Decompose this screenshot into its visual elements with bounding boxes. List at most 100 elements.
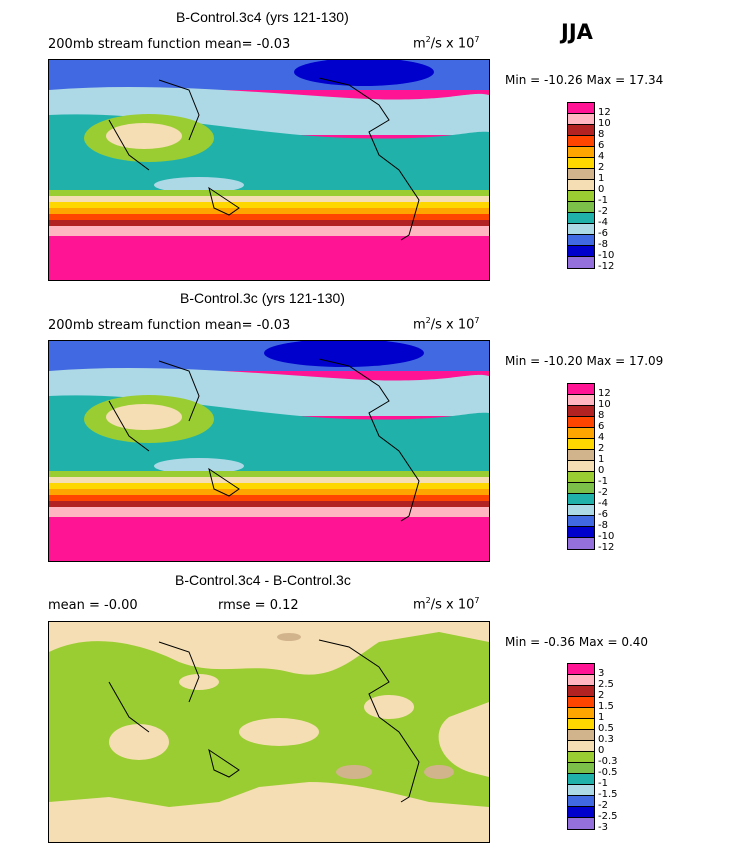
- panel3-swatch-4: [568, 697, 594, 708]
- panel2-field-mean: 200mb stream function mean= -0.03: [48, 318, 291, 333]
- panel1-contour-plot: [49, 60, 489, 280]
- panel2-swatch-2: [568, 395, 594, 406]
- panel1-colorbar-label: 2: [598, 162, 605, 173]
- panel3-swatch-5: [568, 708, 594, 719]
- panel2-colorbar-label: -2: [598, 487, 608, 498]
- panel3-swatch-9: [568, 752, 594, 763]
- panel3-minmax: Min = -0.36 Max = 0.40: [505, 635, 649, 649]
- panel1-swatch-12: [568, 224, 594, 235]
- panel1-swatch-13: [568, 235, 594, 246]
- panel2-swatch-13: [568, 516, 594, 527]
- panel1-colorbar-label: -10: [598, 250, 615, 261]
- panel3-colorbar-label: -0.3: [598, 756, 618, 767]
- panel3-colorbar-label: 2.5: [598, 679, 614, 690]
- season-label: JJA: [561, 20, 593, 44]
- panel2-swatch-10: [568, 483, 594, 494]
- panel2-colorbar-label: 2: [598, 443, 605, 454]
- panel1-colorbar-label: 4: [598, 151, 605, 162]
- panel1-colorbar-label: 6: [598, 140, 605, 151]
- panel3-mean: mean = -0.00: [48, 598, 138, 613]
- panel2-swatch-14: [568, 527, 594, 538]
- panel1-units: m2/s x 107: [413, 35, 480, 52]
- panel2-swatch-11: [568, 494, 594, 505]
- panel1-swatch-8: [568, 180, 594, 191]
- panel3-map: [48, 621, 490, 843]
- panel3-contour-plot: [49, 622, 489, 842]
- panel2-contour-plot: [49, 341, 489, 561]
- panel1-map: [48, 59, 490, 281]
- panel2-colorbar-label: 6: [598, 421, 605, 432]
- panel3-colorbar-label: -2.5: [598, 811, 618, 822]
- panel1-swatch-7: [568, 169, 594, 180]
- panel3-swatch-8: [568, 741, 594, 752]
- panel3-swatch-1: [568, 664, 594, 675]
- panel1-colorbar-label: 1: [598, 173, 605, 184]
- panel1-colorbar-label: -4: [598, 217, 608, 228]
- panel2-swatch-7: [568, 450, 594, 461]
- panel3-title: B-Control.3c4 - B-Control.3c: [175, 572, 351, 588]
- panel2-colorbar-label: -8: [598, 520, 608, 531]
- panel3-colorbar-label: -0.5: [598, 767, 618, 778]
- panel3-colorbar-label: 1: [598, 712, 605, 723]
- panel1-swatch-10: [568, 202, 594, 213]
- panel1-swatch-4: [568, 136, 594, 147]
- panel2-colorbar: [567, 383, 595, 550]
- panel3-colorbar-label: 2: [598, 690, 605, 701]
- panel2-swatch-1: [568, 384, 594, 395]
- panel2-colorbar-label: 1: [598, 454, 605, 465]
- panel1-colorbar-label: -1: [598, 195, 608, 206]
- panel2-swatch-12: [568, 505, 594, 516]
- panel2-title: B-Control.3c (yrs 121-130): [180, 290, 345, 306]
- panel1-swatch-9: [568, 191, 594, 202]
- panel2-swatch-6: [568, 439, 594, 450]
- panel2-colorbar-label: -1: [598, 476, 608, 487]
- panel2-units: m2/s x 107: [413, 316, 480, 333]
- panel1-colorbar-label: 10: [598, 118, 611, 129]
- panel2-colorbar-label: 8: [598, 410, 605, 421]
- panel2-minmax: Min = -10.20 Max = 17.09: [505, 354, 664, 368]
- panel3-swatch-11: [568, 774, 594, 785]
- panel3-colorbar: [567, 663, 595, 830]
- panel2-swatch-4: [568, 417, 594, 428]
- panel3-swatch-15: [568, 818, 594, 829]
- panel3-colorbar-label: 1.5: [598, 701, 614, 712]
- panel1-colorbar-label: 12: [598, 107, 611, 118]
- panel1-swatch-14: [568, 246, 594, 257]
- panel3-colorbar-label: -1.5: [598, 789, 618, 800]
- panel3-colorbar-label: -1: [598, 778, 608, 789]
- panel1-field-mean: 200mb stream function mean= -0.03: [48, 37, 291, 52]
- panel1-swatch-3: [568, 125, 594, 136]
- panel2-swatch-3: [568, 406, 594, 417]
- panel3-swatch-13: [568, 796, 594, 807]
- panel3-colorbar-label: 0.3: [598, 734, 614, 745]
- panel1-swatch-2: [568, 114, 594, 125]
- panel1-colorbar-label: -8: [598, 239, 608, 250]
- panel2-colorbar-label: 0: [598, 465, 605, 476]
- panel1-colorbar-label: 0: [598, 184, 605, 195]
- panel2-swatch-15: [568, 538, 594, 549]
- panel1-colorbar: [567, 102, 595, 269]
- panel3-colorbar-label: 3: [598, 668, 605, 679]
- panel3-swatch-3: [568, 686, 594, 697]
- panel2-colorbar-label: -12: [598, 542, 615, 553]
- panel1-colorbar-label: 8: [598, 129, 605, 140]
- panel2-swatch-8: [568, 461, 594, 472]
- panel1-title: B-Control.3c4 (yrs 121-130): [176, 9, 349, 25]
- panel3-swatch-7: [568, 730, 594, 741]
- panel1-colorbar-label: -12: [598, 261, 615, 272]
- panel3-swatch-6: [568, 719, 594, 730]
- panel3-colorbar-label: 0.5: [598, 723, 614, 734]
- panel1-swatch-6: [568, 158, 594, 169]
- panel1-swatch-15: [568, 257, 594, 268]
- panel3-colorbar-label: -2: [598, 800, 608, 811]
- panel3-units: m2/s x 107: [413, 596, 480, 613]
- panel3-rmse: rmse = 0.12: [218, 598, 299, 613]
- panel2-swatch-9: [568, 472, 594, 483]
- panel1-colorbar-label: -6: [598, 228, 608, 239]
- panel2-colorbar-label: 12: [598, 388, 611, 399]
- panel3-swatch-10: [568, 763, 594, 774]
- panel1-minmax: Min = -10.26 Max = 17.34: [505, 73, 664, 87]
- panel2-colorbar-label: -6: [598, 509, 608, 520]
- panel3-colorbar-label: -3: [598, 822, 608, 833]
- panel3-colorbar-label: 0: [598, 745, 605, 756]
